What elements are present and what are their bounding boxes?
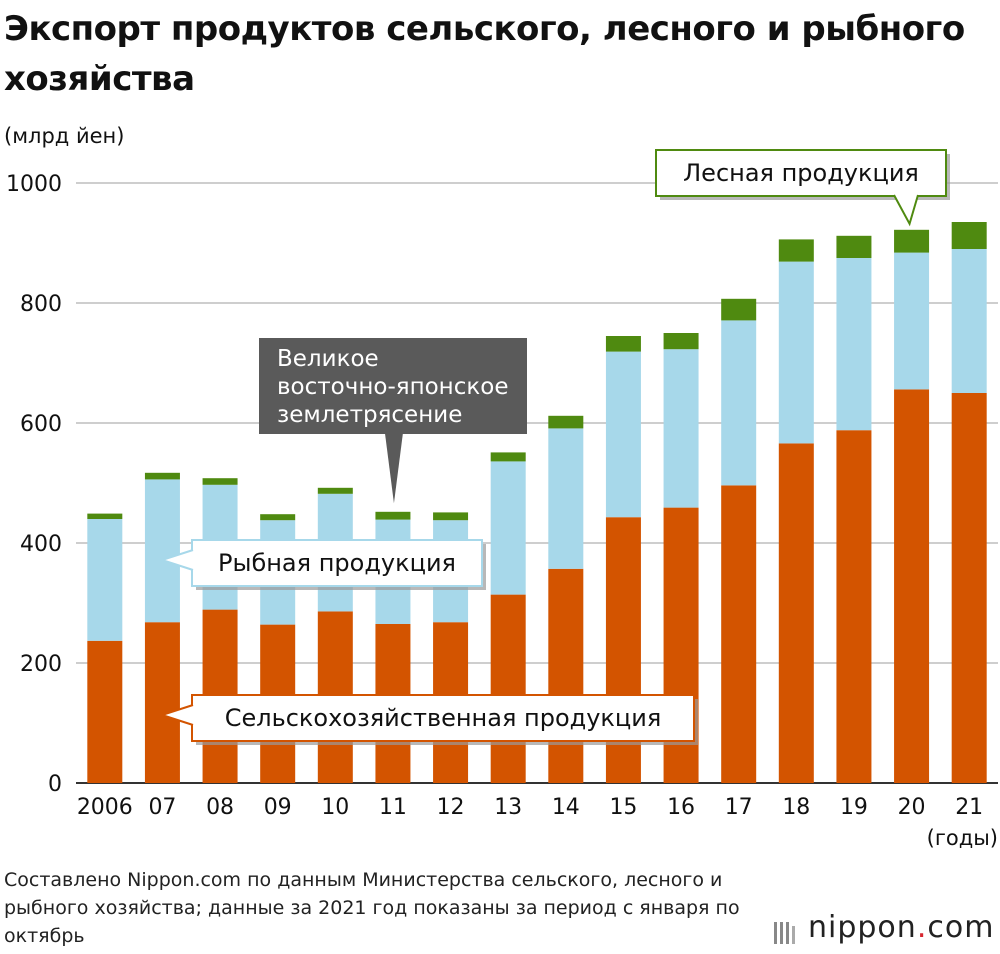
x-tick-label: 08 — [206, 795, 234, 820]
callout-forest-label: Лесная продукция — [683, 159, 919, 187]
callout-fish-pointer — [158, 549, 194, 571]
x-tick-label: 16 — [667, 795, 695, 820]
bar-agri — [721, 485, 757, 783]
bar-forest — [663, 333, 699, 350]
callout-forest — [655, 149, 947, 197]
bar-fish — [721, 320, 757, 486]
nippon-logo-mark-icon — [774, 922, 795, 944]
bar-fish — [951, 249, 987, 393]
bar-forest — [375, 511, 411, 520]
bar-forest — [490, 452, 526, 462]
x-tick-label: 17 — [725, 795, 753, 820]
callout-earthquake-pointer — [384, 433, 403, 504]
y-tick-label: 800 — [20, 292, 62, 317]
bar-fish — [87, 519, 123, 641]
bar-fish — [605, 351, 641, 518]
bar-fish — [836, 258, 872, 431]
bar-forest — [202, 478, 238, 485]
bar-forest — [605, 336, 641, 352]
bar-forest — [433, 512, 469, 521]
callout-earthquake-line: землетрясение — [277, 402, 462, 428]
bar-agri — [490, 594, 526, 783]
bar-agri — [836, 430, 872, 783]
bar-forest — [87, 513, 123, 519]
nippon-logo-text: nippon.com — [808, 910, 995, 945]
bar-forest — [836, 235, 872, 258]
bar-forest — [894, 229, 930, 253]
y-tick-label: 200 — [20, 652, 62, 677]
callout-fish — [191, 539, 483, 587]
y-tick-label: 600 — [20, 412, 62, 437]
bar-forest — [951, 222, 987, 249]
x-tick-label: 18 — [782, 795, 810, 820]
x-tick-label: 21 — [955, 795, 983, 820]
x-unit-label: (годы) — [926, 826, 998, 850]
bar-fish — [894, 252, 930, 390]
bar-forest — [778, 239, 814, 262]
bar-forest — [721, 298, 757, 321]
bar-forest — [548, 415, 584, 429]
x-tick-label: 20 — [898, 795, 926, 820]
y-tick-label: 400 — [20, 532, 62, 557]
y-tick-label: 1000 — [6, 172, 62, 197]
x-tick-label: 07 — [148, 795, 176, 820]
bar-agri — [894, 389, 930, 783]
y-tick-label: 0 — [48, 772, 62, 797]
x-tick-label: 10 — [321, 795, 349, 820]
bar-forest — [144, 472, 180, 480]
bar-forest — [260, 514, 296, 521]
bar-fish — [490, 461, 526, 595]
bar-fish — [778, 261, 814, 444]
callout-forest-pointer — [893, 194, 919, 227]
bar-agri — [87, 640, 123, 783]
source-note: Составлено Nippon.com по данным Министер… — [4, 869, 740, 947]
bar-fish — [144, 479, 180, 623]
x-tick-label: 15 — [609, 795, 637, 820]
bar-agri — [144, 622, 180, 783]
nippon-logo: nippon.com — [770, 908, 998, 952]
x-tick-label: 09 — [264, 795, 292, 820]
callout-earthquake-line: Великое — [277, 346, 379, 372]
y-unit-label: (млрд йен) — [4, 124, 125, 148]
x-tick-label: 13 — [494, 795, 522, 820]
bar-fish — [548, 428, 584, 569]
callout-agri-label: Сельскохозяйственная продукция — [225, 704, 662, 732]
bar-forest — [317, 487, 353, 494]
x-tick-label: 14 — [552, 795, 580, 820]
callout-fish-label: Рыбная продукция — [218, 549, 456, 577]
bar-agri — [951, 393, 987, 783]
bar-fish — [663, 349, 699, 508]
bar-agri — [778, 443, 814, 783]
callout-agri-pointer — [158, 704, 194, 726]
x-tick-label: 2006 — [77, 795, 133, 820]
x-tick-label: 12 — [437, 795, 465, 820]
chart-title: Экспорт продуктов сельского, лесного и р… — [4, 9, 965, 99]
x-tick-label: 11 — [379, 795, 407, 820]
callout-earthquake-line: восточно-японское — [277, 374, 508, 400]
callout-earthquake — [259, 338, 527, 434]
x-tick-label: 19 — [840, 795, 868, 820]
callout-agri — [191, 694, 695, 742]
bar-agri — [548, 568, 584, 783]
